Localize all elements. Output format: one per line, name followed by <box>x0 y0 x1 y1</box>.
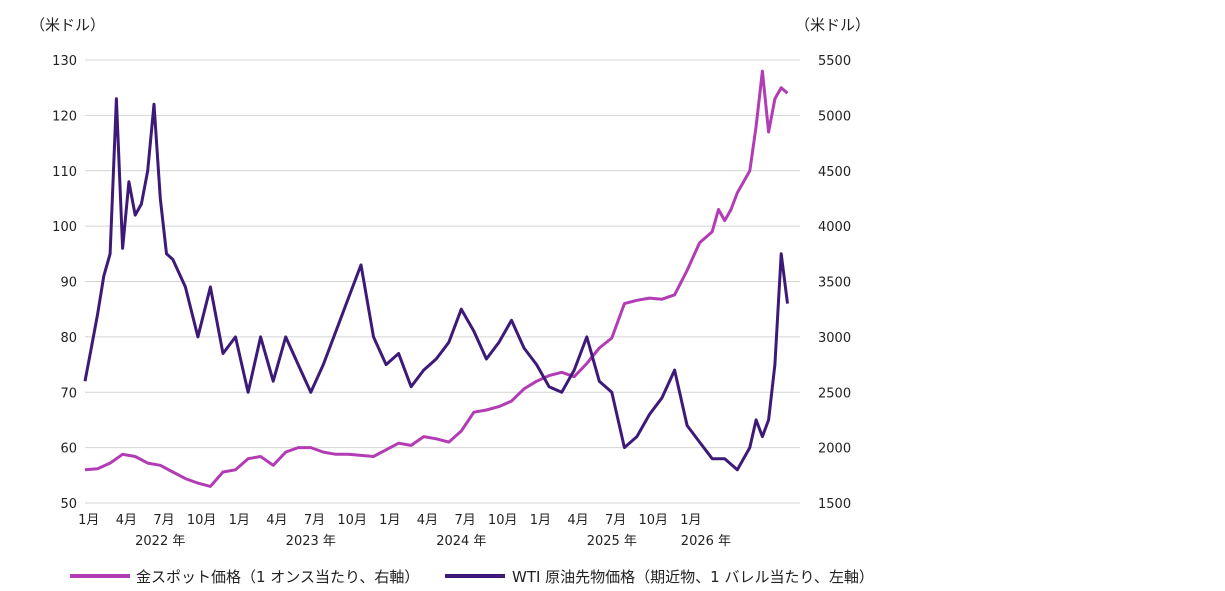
year-tick-label: 2023 年 <box>286 534 336 549</box>
month-tick-label: 1月 <box>680 513 701 528</box>
gold-price-line <box>84 69 789 488</box>
right-tick-label: 4000 <box>818 220 851 235</box>
right-tick-label: 5000 <box>818 109 851 124</box>
left-tick-label: 70 <box>60 386 77 401</box>
legend-wti-label: WTI 原油先物価格（期近物、1 バレル当たり、左軸） <box>512 568 874 586</box>
left-tick-label: 50 <box>60 497 77 512</box>
year-tick-label: 2026 年 <box>681 534 731 549</box>
gridlines <box>85 59 800 504</box>
left-tick-label: 80 <box>60 331 77 346</box>
year-tick-label: 2022 年 <box>135 534 185 549</box>
month-tick-label: 7月 <box>454 513 475 528</box>
left-tick-label: 60 <box>60 442 77 457</box>
legend: 金スポット価格（1 オンス当たり、右軸） WTI 原油先物価格（期近物、1 バレ… <box>70 568 874 586</box>
left-axis-ticks: 50 60 70 80 90 100 110 120 130 <box>52 54 77 512</box>
right-tick-label: 5500 <box>818 54 851 69</box>
month-tick-label: 7月 <box>153 513 174 528</box>
month-tick-label: 10月 <box>638 513 668 528</box>
x-axis-month-ticks: 1月 4月 7月 10月 1月 4月 7月 10月 1月 4月 7月 10月 1月 4月 7月 10月 1月 <box>78 513 701 528</box>
year-tick-label: 2024 年 <box>436 534 486 549</box>
left-axis-unit: （米ドル） <box>30 16 105 34</box>
month-tick-label: 1月 <box>229 513 250 528</box>
month-tick-label: 1月 <box>379 513 400 528</box>
right-tick-label: 4500 <box>818 165 851 180</box>
right-axis-ticks: 1500 2000 2500 3000 3500 4000 4500 5000 5500 <box>818 54 851 512</box>
month-tick-label: 10月 <box>337 513 367 528</box>
month-tick-label: 10月 <box>488 513 518 528</box>
right-axis-unit: （米ドル） <box>795 16 870 34</box>
left-tick-label: 90 <box>60 276 77 291</box>
month-tick-label: 4月 <box>266 513 287 528</box>
right-tick-label: 2000 <box>818 442 851 457</box>
right-tick-label: 3500 <box>818 276 851 291</box>
left-tick-label: 110 <box>52 165 77 180</box>
left-tick-label: 120 <box>52 109 77 124</box>
month-tick-label: 10月 <box>187 513 217 528</box>
x-axis-year-ticks: 2022 年 2023 年 2024 年 2025 年 2026 年 <box>135 534 731 549</box>
legend-gold-label: 金スポット価格（1 オンス当たり、右軸） <box>136 568 419 586</box>
left-tick-label: 130 <box>52 54 77 69</box>
month-tick-label: 1月 <box>78 513 99 528</box>
year-tick-label: 2025 年 <box>587 534 637 549</box>
right-tick-label: 1500 <box>818 497 851 512</box>
month-tick-label: 1月 <box>530 513 551 528</box>
right-tick-label: 3000 <box>818 331 851 346</box>
right-tick-label: 2500 <box>818 386 851 401</box>
wti-price-line <box>83 97 789 472</box>
month-tick-label: 4月 <box>417 513 438 528</box>
left-tick-label: 100 <box>52 220 77 235</box>
month-tick-label: 7月 <box>605 513 626 528</box>
month-tick-label: 4月 <box>567 513 588 528</box>
month-tick-label: 7月 <box>304 513 325 528</box>
month-tick-label: 4月 <box>116 513 137 528</box>
